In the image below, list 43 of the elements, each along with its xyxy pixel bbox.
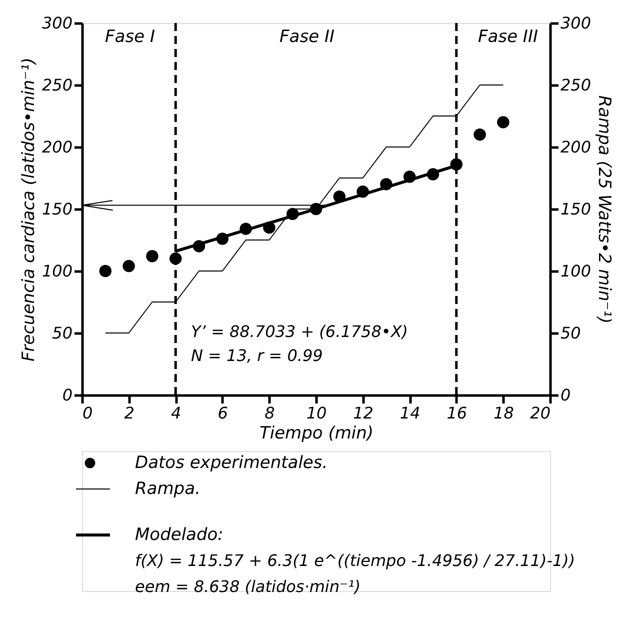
x-tick-label: 6: [218, 404, 228, 422]
annotation: Fase I: [105, 27, 155, 47]
y2-axis-title: Rampa (25 Watts•2 min⁻¹): [594, 95, 614, 324]
y2-tick-label: 300: [560, 14, 592, 32]
annotation: N = 13, r = 0.99: [191, 346, 323, 365]
legend-label: Datos experimentales.: [135, 453, 328, 473]
y-tick-label: 0: [62, 386, 72, 404]
y2-tick-label: 50: [560, 324, 581, 342]
y2-tick-label: 150: [560, 200, 592, 218]
text: eem = 8.638 (latidos·min⁻¹): [135, 577, 361, 596]
x-tick-label: 18: [494, 404, 514, 422]
x-tick-label: 16: [446, 404, 468, 422]
y2-tick-label: 100: [560, 262, 592, 280]
x-tick-label: 20: [530, 404, 550, 422]
y-tick-label: 200: [42, 138, 72, 156]
x-tick-label: 0: [82, 404, 93, 422]
legend-label: Modelado:: [135, 525, 224, 545]
y-tick-label: 300: [42, 14, 72, 32]
x-tick-label: 12: [353, 404, 374, 422]
y2-tick-label: 200: [560, 138, 592, 156]
x-axis-title: Tiempo (min): [259, 424, 374, 444]
x-tick-label: 4: [171, 404, 182, 422]
y2-tick-label: 250: [560, 76, 592, 94]
x-tick-label: 8: [264, 404, 275, 422]
legend-label: Rampa.: [135, 479, 200, 499]
x-tick-label: 10: [306, 404, 327, 422]
y-tick-label: 250: [42, 76, 72, 94]
x-tick-label: 2: [124, 404, 134, 422]
y2-tick-label: 0: [560, 386, 571, 404]
point: [122, 260, 135, 272]
point: [474, 128, 486, 141]
text: f(X) = 115.57 + 6.3(1 e^((tiempo -1.4956) / 27.11)-1)): [135, 551, 576, 570]
annotation: Fase III: [478, 27, 538, 47]
y-tick-label: 150: [42, 200, 72, 218]
point: [146, 250, 158, 262]
annotation: Y’ = 88.7033 + (6.1758•X): [191, 322, 408, 341]
y-tick-label: 100: [42, 262, 72, 280]
annotation: Fase II: [280, 27, 334, 47]
x-tick-label: 14: [400, 404, 420, 422]
point: [99, 264, 112, 278]
point: [497, 116, 510, 128]
y-tick-label: 50: [52, 324, 72, 342]
y-axis-title: Frecuencia cardiaca (latidos•min⁻¹): [18, 57, 39, 362]
